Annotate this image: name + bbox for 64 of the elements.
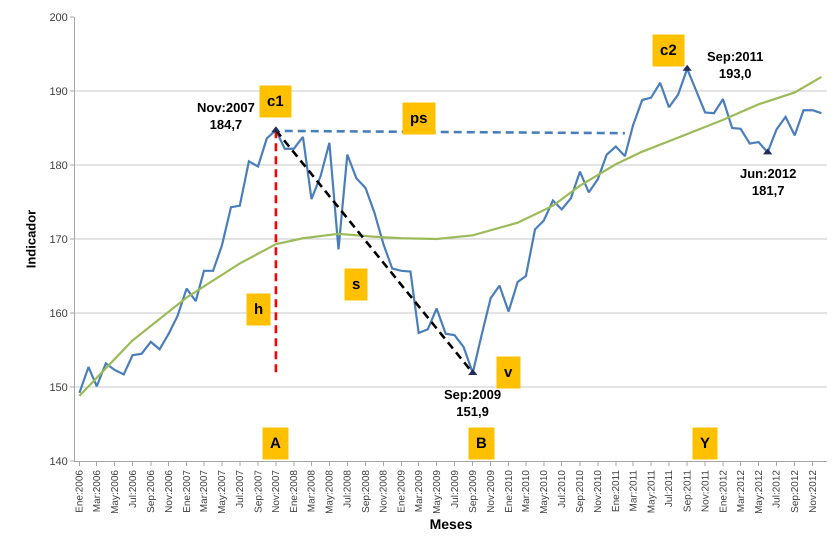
data-label: Sep:2009 151,9 [444, 387, 502, 419]
annotation: A [270, 435, 281, 452]
x-tick-label: Sep:2009 [468, 470, 479, 513]
x-tick-label: Ene:2006 [74, 470, 86, 513]
x-tick-label: May:2008 [324, 470, 336, 514]
x-tick-label: Sep:2007 [253, 470, 264, 513]
x-tick-label: Nov:2008 [378, 470, 390, 513]
x-tick-label: Sep:2006 [146, 470, 158, 513]
x-tick-label: Mar:2012 [736, 470, 747, 512]
x-tick-label: Nov:2011 [700, 470, 712, 512]
y-tick-label: 200 [49, 12, 68, 24]
x-tick-label: Ene:2012 [718, 470, 730, 513]
x-tick-label: May:2007 [217, 470, 228, 514]
x-tick-label: Jul:2006 [128, 470, 139, 508]
x-tick-label: Mar:2011 [628, 470, 640, 512]
y-axis-title: Indicador [23, 210, 38, 268]
x-tick-label: Ene:2010 [504, 470, 515, 513]
x-tick-label: Mar:2010 [521, 470, 532, 512]
x-tick-label: Jul:2012 [772, 470, 783, 508]
y-tick-label: 190 [49, 86, 68, 98]
x-tick-label: Ene:2007 [182, 470, 193, 513]
x-tick-label: May:2012 [754, 470, 765, 514]
x-tick-label: Ene:2008 [289, 470, 300, 513]
x-tick-label: Nov:2006 [164, 470, 175, 513]
y-tick-label: 170 [49, 234, 68, 246]
x-tick-label: Jul:2009 [450, 470, 461, 508]
x-tick-label: May:2011 [646, 470, 658, 514]
x-tick-label: Nov:2012 [808, 470, 819, 513]
x-tick-label: Jul:2007 [235, 470, 246, 508]
x-tick-label: Sep:2008 [360, 470, 372, 513]
x-tick-label: Mar:2008 [306, 470, 318, 512]
x-tick-label: Jul:2008 [342, 470, 354, 508]
y-tick-label: 150 [49, 382, 68, 394]
x-tick-label: Sep:2010 [575, 470, 586, 513]
annotation: Y [700, 435, 710, 452]
x-tick-label: Ene:2011 [611, 470, 622, 512]
x-tick-label: Nov:2007 [271, 470, 282, 513]
x-tick-label: Mar:2007 [199, 470, 210, 512]
data-label: Sep:2011 193,0 [707, 49, 764, 81]
x-tick-label: Nov:2009 [486, 470, 497, 513]
x-tick-label: May:2006 [110, 470, 121, 514]
y-tick-label: 160 [49, 308, 68, 320]
annotation: B [476, 435, 487, 452]
x-tick-label: May:2010 [539, 470, 550, 514]
x-tick-label: May:2009 [432, 470, 443, 514]
x-tick-label: Mar:2006 [92, 470, 103, 512]
annotation: v [504, 364, 513, 381]
annotation: c1 [267, 93, 284, 110]
annotation: s [352, 276, 360, 293]
x-tick-label: Nov:2010 [593, 470, 604, 513]
x-tick-label: Jul:2011 [664, 470, 676, 508]
x-tick-label: Ene:2009 [396, 470, 408, 513]
annotation: c2 [660, 42, 677, 59]
x-axis-title: Meses [430, 516, 473, 532]
annotation: h [254, 301, 264, 318]
x-tick-label: Sep:2012 [790, 470, 801, 513]
y-tick-label: 140 [49, 456, 68, 468]
data-label: Nov:2007 184,7 [197, 100, 255, 132]
y-tick-label: 180 [49, 160, 68, 172]
x-tick-label: Jul:2010 [556, 470, 568, 508]
x-tick-label: Mar:2009 [414, 470, 425, 512]
annotation: ps [410, 110, 428, 127]
x-tick-label: Sep:2011 [682, 470, 694, 512]
data-label: Jun:2012 181,7 [740, 166, 796, 198]
